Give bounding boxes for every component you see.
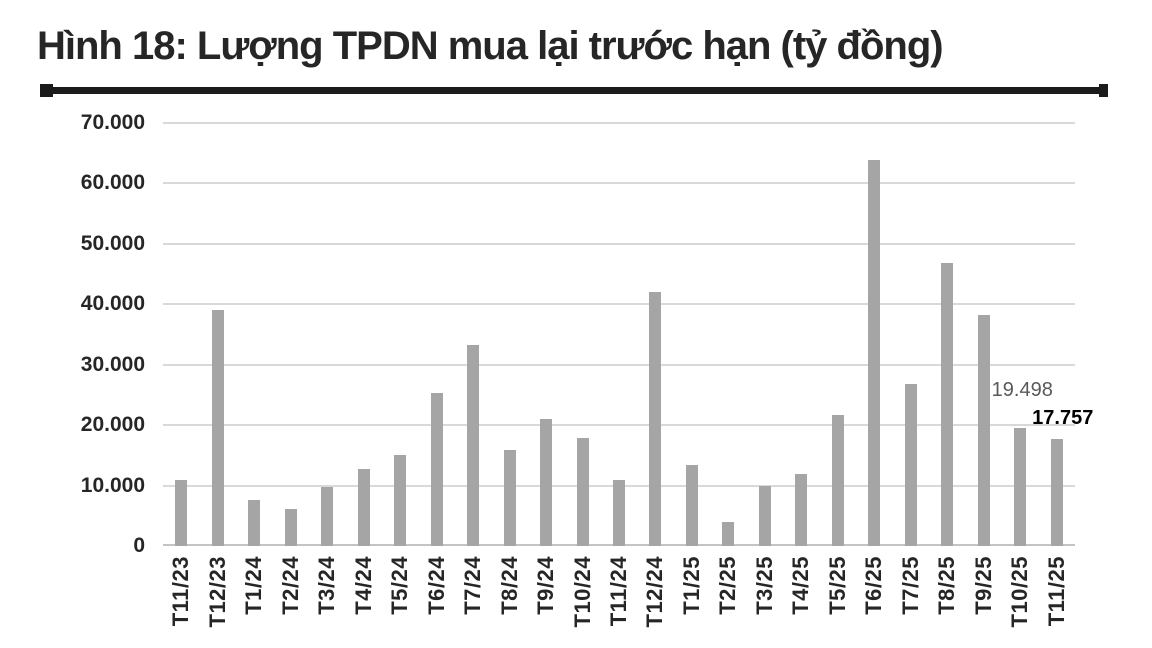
x-axis-tick-text: T5/24 — [387, 556, 413, 615]
x-axis-tick-text: T11/23 — [168, 556, 194, 627]
bar-T12/23 — [211, 309, 224, 546]
x-axis-tick-label: T6/24 — [418, 556, 456, 615]
x-axis-tick-text: T1/24 — [241, 556, 267, 615]
x-axis-tick-label: T5/25 — [819, 556, 857, 615]
x-axis-tick-label: T3/24 — [308, 556, 346, 615]
x-axis-tick-label: T10/25 — [1001, 556, 1039, 628]
bar-T6/24 — [430, 392, 443, 546]
x-axis-tick-text: T6/24 — [423, 556, 449, 615]
bar-T11/24 — [613, 480, 625, 546]
x-axis-tick-text: T4/24 — [350, 556, 376, 615]
bar-T9/24 — [540, 418, 553, 546]
y-axis-tick-label: 10.000 — [80, 473, 145, 497]
x-axis-tick-label: T8/25 — [928, 556, 966, 615]
y-axis-tick-label: 50.000 — [80, 231, 145, 255]
x-axis-tick-label: T1/25 — [673, 556, 711, 615]
gridline — [163, 242, 1075, 245]
bar-T12/24 — [649, 292, 662, 546]
bar-T1/25 — [685, 465, 698, 546]
x-axis-tick-text: T12/23 — [204, 556, 230, 628]
bar-T3/24 — [321, 486, 334, 546]
figure-title: Hình 18: Lượng TPDN mua lại trước hạn (t… — [37, 24, 944, 68]
x-axis-tick-text: T2/24 — [277, 556, 303, 615]
x-axis-tick-text: T12/24 — [642, 556, 668, 628]
x-axis-tick-text: T1/25 — [678, 556, 704, 615]
bar-T5/25 — [831, 414, 844, 546]
bar-T2/24 — [284, 509, 297, 546]
title-underline-rule — [40, 84, 1108, 97]
y-axis-tick-label: 60.000 — [80, 171, 145, 195]
gridline — [163, 424, 1075, 427]
x-axis-tick-label: T12/24 — [636, 556, 674, 628]
x-axis-tick-text: T9/24 — [533, 556, 559, 615]
bar-T4/24 — [357, 468, 370, 546]
x-axis-tick-label: T2/25 — [709, 556, 747, 615]
x-axis-tick-label: T9/24 — [527, 556, 565, 615]
x-axis-tick-text: T7/24 — [460, 556, 486, 615]
x-axis-tick-text: T3/24 — [314, 556, 340, 615]
x-axis-tick-label: T11/23 — [162, 556, 200, 626]
x-axis-tick-text: T10/25 — [1007, 556, 1033, 628]
x-axis-tick-label: T10/24 — [564, 556, 602, 628]
x-axis-tick-text: T8/25 — [934, 556, 960, 615]
y-axis-tick-label: 70.000 — [80, 111, 145, 134]
bar-T11/25 — [1050, 438, 1063, 546]
x-axis-tick-text: T4/25 — [788, 556, 814, 615]
gridline — [163, 363, 1075, 366]
data-label-T10/25: 19.498 — [991, 379, 1053, 401]
x-axis-tick-label: T8/24 — [491, 556, 529, 615]
x-axis-tick-label: T5/24 — [381, 556, 419, 615]
x-axis-tick-label: T7/25 — [892, 556, 930, 615]
bar-T7/25 — [904, 384, 917, 546]
x-axis-tick-label: T3/25 — [746, 556, 784, 615]
x-axis-tick-label: T6/25 — [855, 556, 893, 615]
gridline — [163, 182, 1075, 185]
x-axis-tick-label: T7/24 — [454, 556, 492, 615]
x-axis-tick-label: T4/25 — [782, 556, 820, 615]
bar-T7/24 — [467, 344, 480, 546]
x-axis-tick-label: T2/24 — [272, 556, 310, 615]
bar-T10/24 — [576, 438, 589, 546]
x-axis-tick-text: T10/24 — [569, 556, 595, 628]
x-axis-tick-label: T11/24 — [600, 556, 638, 626]
y-axis-tick-label: 30.000 — [80, 352, 145, 376]
x-axis-tick-label: T9/25 — [965, 556, 1003, 615]
gridline — [163, 303, 1075, 306]
x-axis-tick-text: T7/25 — [897, 556, 923, 615]
x-axis-tick-text: T9/25 — [970, 556, 996, 615]
bar-T10/25 — [1014, 428, 1027, 546]
x-axis-tick-text: T3/25 — [751, 556, 777, 615]
x-axis-tick-text: T11/24 — [606, 556, 631, 627]
bar-T4/25 — [795, 473, 808, 546]
bar-T11/23 — [175, 479, 188, 546]
x-axis-tick-label: T12/23 — [199, 556, 237, 628]
x-axis-tick-text: T5/25 — [824, 556, 850, 615]
y-axis-tick-label: 40.000 — [80, 292, 145, 316]
bar-T8/25 — [941, 262, 954, 546]
x-axis-tick-text: T2/25 — [715, 556, 741, 615]
plot-area: T11/23 T12/23 T1/24 T2/24 T3/24 T4/24 T5/24 T6/… — [163, 122, 1093, 628]
x-axis-tick-label: T4/24 — [345, 556, 383, 615]
bar-T2/25 — [722, 522, 735, 546]
gridline — [163, 122, 1075, 124]
bar-T6/25 — [868, 160, 881, 546]
x-axis-tick-text: T8/24 — [496, 556, 522, 615]
bar-T5/24 — [394, 455, 407, 546]
data-label-T11/25: 17.757 — [1032, 407, 1094, 429]
x-axis-tick-label: T11/25 — [1038, 556, 1076, 626]
bar-T9/25 — [977, 314, 990, 546]
x-axis-tick-label: T1/24 — [235, 556, 273, 615]
bar-T8/24 — [503, 449, 516, 546]
bar-T1/24 — [248, 500, 261, 546]
bar-T3/25 — [758, 486, 771, 546]
y-axis-tick-label: 0 — [133, 534, 145, 557]
x-axis-tick-text: T11/25 — [1043, 556, 1069, 627]
x-axis-tick-text: T6/25 — [861, 556, 887, 615]
y-axis-tick-label: 20.000 — [80, 413, 145, 437]
